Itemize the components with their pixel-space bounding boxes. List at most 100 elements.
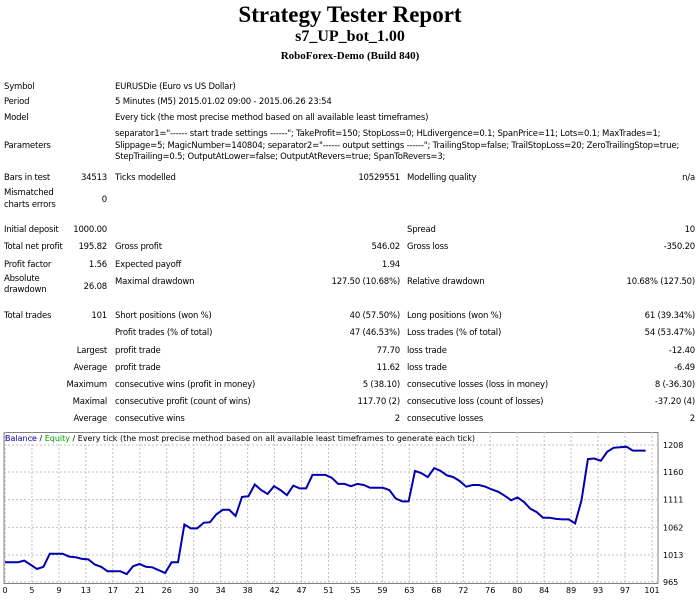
stats-cell: consecutive wins (profit in money) <box>115 380 256 390</box>
period-value: 5 Minutes (M5) 2015.01.02 09:00 - 2015.0… <box>115 97 332 107</box>
x-tick-label: 5 <box>29 586 34 595</box>
x-tick-label: 17 <box>108 586 118 595</box>
balance-line <box>5 445 646 576</box>
stats-cell: 5 (38.10) <box>362 380 400 390</box>
mismatch-label: Mismatched <box>4 188 54 198</box>
stats-cell: 127.50 (10.68%) <box>331 277 401 287</box>
balance-chart: 0 5 9 13 17 21 26 30 34 38 42 47 51 55 59 63 68 72 76 80 84 8… <box>0 432 700 596</box>
x-tick-label: 9 <box>56 586 61 595</box>
stats-cell: loss trade <box>407 346 447 356</box>
stats-cell: Loss trades (% of total) <box>407 328 502 338</box>
chart-legend: Balance / Equity / Every tick (the most … <box>5 434 475 443</box>
stats-cell: 117.70 (2) <box>357 397 401 407</box>
bars-value: 34513 <box>80 173 107 183</box>
plot-area <box>3 432 659 584</box>
stats-cell: -6.49 <box>674 363 695 373</box>
symbol-label: Symbol <box>4 82 35 92</box>
y-tick-label: 1111 <box>663 496 683 505</box>
stats-cell: 1.56 <box>88 260 107 270</box>
stats-cell: Long positions (won %) <box>407 311 502 321</box>
stats-cell: 54 (53.47%) <box>644 328 696 338</box>
y-tick-label: 1062 <box>663 523 683 532</box>
x-tick-label: 26 <box>162 586 172 595</box>
report-title: Strategy Tester Report <box>238 2 462 27</box>
stats-cell: Maximum <box>66 380 108 390</box>
server-build: RoboForex-Demo (Build 840) <box>280 50 420 62</box>
x-tick-label: 89 <box>566 586 576 595</box>
stats-cell: Spread <box>407 225 436 235</box>
quality-value: n/a <box>682 173 695 183</box>
stats-cell: 11.62 <box>376 363 401 373</box>
legend-balance: Balance <box>5 434 37 443</box>
model-label: Model <box>4 113 29 123</box>
stats-cell: -350.20 <box>663 242 696 252</box>
stats-cell: Total net profit <box>4 242 63 252</box>
x-tick-label: 30 <box>189 586 199 595</box>
stats-cell: Average <box>73 414 107 424</box>
absolute-drawdown-label: Absolute <box>4 274 40 284</box>
stats-cell: 26.08 <box>83 282 108 292</box>
y-tick-label: 965 <box>663 578 678 587</box>
parameters-line: separator1="------ start trade settings … <box>115 129 661 139</box>
stats-cell: loss trade <box>407 363 447 373</box>
stats-cell: consecutive wins <box>115 414 185 424</box>
x-tick-label: 93 <box>593 586 603 595</box>
y-tick-label: 1160 <box>663 468 683 477</box>
stats-cell: 2 <box>394 414 400 424</box>
stats-cell: consecutive profit (count of wins) <box>115 397 251 407</box>
x-tick-label: 76 <box>485 586 495 595</box>
quality-label: Modelling quality <box>407 173 477 183</box>
stats-cell: 47 (46.53%) <box>349 328 401 338</box>
stats-cell: profit trade <box>115 363 161 373</box>
stats-cell: 1000.00 <box>73 225 107 235</box>
parameters-label: Parameters <box>4 141 51 151</box>
stats-cell: -12.40 <box>668 346 695 356</box>
x-tick-label: 51 <box>323 586 333 595</box>
stats-cell: Profit factor <box>4 260 52 270</box>
stats-cell: 77.70 <box>376 346 401 356</box>
x-tick-label: 55 <box>350 586 360 595</box>
stats-cell: Initial deposit <box>4 225 59 235</box>
legend-sep: / <box>36 434 45 443</box>
x-tick-label: 80 <box>512 586 522 595</box>
absolute-drawdown-label: drawdown <box>4 285 47 295</box>
stats-cell: 8 (-36.30) <box>654 380 695 390</box>
stats-cell: Maximal <box>72 397 108 407</box>
stats-cell: Total trades <box>4 311 52 321</box>
parameters-line: StepTrailing=0.5; OutputAtLower=false; O… <box>115 152 446 162</box>
ticks-value: 10529551 <box>358 173 400 183</box>
symbol-value: EURUSDie (Euro vs US Dollar) <box>115 82 236 92</box>
x-tick-label: 38 <box>243 586 253 595</box>
x-tick-label: 101 <box>644 586 659 595</box>
stats-cell: 101 <box>91 311 107 321</box>
parameters-line: Slippage=5; MagicNumber=140804; separato… <box>115 141 680 151</box>
ticks-label: Ticks modelled <box>115 173 176 183</box>
stats-cell: Profit trades (% of total) <box>115 328 213 338</box>
legend-text: / Every tick (the most precise method ba… <box>69 434 475 443</box>
x-tick-label: 59 <box>377 586 387 595</box>
stats-cell: Maximal drawdown <box>115 277 195 287</box>
stats-cell: Expected payoff <box>115 260 182 270</box>
stats-cell: profit trade <box>115 346 161 356</box>
stats-cell: 10.68% (127.50) <box>626 277 696 287</box>
stats-cell: 546.02 <box>371 242 400 252</box>
expert-name: s7_UP_bot_1.00 <box>295 28 405 45</box>
x-tick-label: 68 <box>431 586 441 595</box>
x-tick-label: 42 <box>269 586 279 595</box>
bars-label: Bars in test <box>4 173 51 183</box>
x-tick-label: 84 <box>539 586 549 595</box>
stats-cell: 2 <box>689 414 695 424</box>
stats-cell: consecutive losses (loss in money) <box>407 380 548 390</box>
chart-svg: 0 5 9 13 17 21 26 30 34 38 42 47 51 55 59 63 68 72 76 80 84 8… <box>2 432 683 595</box>
x-tick-label: 0 <box>2 586 7 595</box>
x-tick-label: 13 <box>81 586 91 595</box>
y-tick-label: 1013 <box>663 551 683 560</box>
x-tick-label: 97 <box>620 586 630 595</box>
y-tick-label: 1208 <box>663 441 683 450</box>
x-tick-label: 21 <box>135 586 145 595</box>
stats-cell: Gross profit <box>115 242 162 252</box>
stats-cell: consecutive losses <box>407 414 484 424</box>
stats-cell: 1.94 <box>381 260 400 270</box>
mismatch-value: 0 <box>101 195 107 205</box>
x-tick-label: 72 <box>458 586 468 595</box>
